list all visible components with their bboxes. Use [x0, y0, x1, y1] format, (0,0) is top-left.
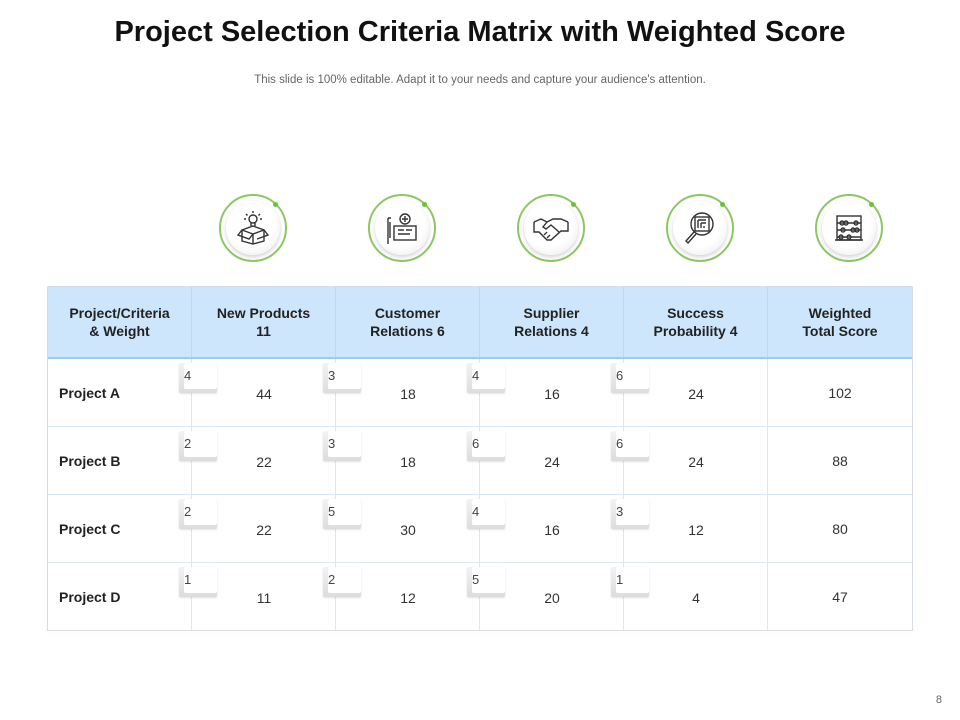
- score-value: 22: [256, 522, 272, 538]
- score-value: 4: [692, 590, 700, 606]
- table-row: Project C 2 22 5 30 4 16 3 12 80: [48, 495, 912, 563]
- score-cell: 5 20: [467, 563, 624, 631]
- table-row: Project B 2 22 3 18 6 24 6 24 88: [48, 427, 912, 495]
- weight-value: 4: [184, 368, 192, 383]
- score-cell: 6 24: [611, 359, 768, 427]
- score-value: 24: [544, 454, 560, 470]
- score-cell: 6 24: [611, 427, 768, 495]
- score-value: 11: [256, 590, 272, 606]
- weight-tab: 4: [467, 499, 505, 529]
- score-cell: 4 16: [467, 495, 624, 563]
- supplier-relations-icon-badge: [517, 194, 585, 262]
- weight-tab: 3: [611, 499, 649, 529]
- score-value: 16: [544, 386, 560, 402]
- abacus-icon: [835, 215, 863, 241]
- table-header-row: Project/Criteria & Weight New Products 1…: [48, 287, 912, 359]
- weight-tab: 2: [179, 431, 217, 461]
- header-project-criteria: Project/Criteria & Weight: [48, 287, 192, 357]
- score-value: 18: [400, 386, 416, 402]
- weight-value: 6: [472, 436, 480, 451]
- weight-value: 6: [616, 368, 624, 383]
- planning-board-icon: [387, 213, 417, 244]
- score-value: 22: [256, 454, 272, 470]
- weight-tab: 2: [323, 567, 361, 597]
- weight-tab: 6: [467, 431, 505, 461]
- weight-value: 3: [328, 368, 336, 383]
- score-cell: 2 22: [179, 495, 336, 563]
- weight-value: 4: [472, 368, 480, 383]
- page-number: 8: [935, 694, 942, 706]
- score-value: 18: [400, 454, 416, 470]
- weight-tab: 5: [323, 499, 361, 529]
- score-cell: 2 12: [323, 563, 480, 631]
- weight-value: 1: [616, 572, 624, 587]
- weight-value: 1: [184, 572, 192, 587]
- score-cell: 4 16: [467, 359, 624, 427]
- weight-value: 6: [616, 436, 624, 451]
- score-cell: 1 4: [611, 563, 768, 631]
- weight-tab: 2: [179, 499, 217, 529]
- weight-value: 2: [184, 504, 192, 519]
- weighted-score-icon-badge: [815, 194, 883, 262]
- weight-tab: 3: [323, 431, 361, 461]
- header-supplier-relations: Supplier Relations 4: [480, 287, 624, 357]
- weight-tab: 4: [467, 363, 505, 393]
- header-weighted-total: Weighted Total Score: [802, 305, 878, 339]
- lightbulb-box-icon: [236, 211, 270, 245]
- score-cell: 4 44: [179, 359, 336, 427]
- score-value: 12: [400, 590, 416, 606]
- weight-value: 5: [472, 572, 480, 587]
- weight-value: 2: [328, 572, 336, 587]
- project-name: Project C: [48, 495, 192, 563]
- maze-magnifier-icon: [685, 212, 714, 245]
- score-cell: 3 12: [611, 495, 768, 563]
- handshake-icon: [533, 218, 569, 241]
- project-name: Project B: [48, 427, 192, 495]
- score-value: 16: [544, 522, 560, 538]
- weight-tab: 4: [179, 363, 217, 393]
- score-value: 20: [544, 590, 560, 606]
- weight-value: 4: [472, 504, 480, 519]
- score-value: 24: [688, 386, 704, 402]
- weight-value: 5: [328, 504, 336, 519]
- total-score: 80: [832, 521, 848, 537]
- header-customer-relations: Customer Relations 6: [336, 287, 480, 357]
- weight-tab: 5: [467, 567, 505, 597]
- weight-value: 3: [328, 436, 336, 451]
- score-cell: 3 18: [323, 359, 480, 427]
- score-value: 30: [400, 522, 416, 538]
- weight-value: 3: [616, 504, 624, 519]
- score-value: 44: [256, 386, 272, 402]
- weight-tab: 3: [323, 363, 361, 393]
- customer-relations-icon-badge: [368, 194, 436, 262]
- weight-value: 2: [184, 436, 192, 451]
- score-cell: 2 22: [179, 427, 336, 495]
- total-score: 88: [832, 453, 848, 469]
- weight-tab: 1: [179, 567, 217, 597]
- project-name: Project D: [48, 563, 192, 631]
- criteria-icon-row: [0, 194, 960, 264]
- table-row: Project D 1 11 2 12 5 20 1 4 47: [48, 563, 912, 631]
- project-name: Project A: [48, 359, 192, 427]
- criteria-matrix-table: Project/Criteria & Weight New Products 1…: [47, 286, 913, 631]
- slide-subtitle: This slide is 100% editable. Adapt it to…: [254, 74, 706, 86]
- total-score: 47: [832, 589, 848, 605]
- total-score: 102: [828, 385, 852, 401]
- score-value: 24: [688, 454, 704, 470]
- header-new-products: New Products 11: [192, 287, 336, 357]
- score-value: 12: [688, 522, 704, 538]
- success-probability-icon-badge: [666, 194, 734, 262]
- new-products-icon-badge: [219, 194, 287, 262]
- weight-tab: 1: [611, 567, 649, 597]
- score-cell: 3 18: [323, 427, 480, 495]
- header-success-probability: Success Probability 4: [624, 287, 768, 357]
- score-cell: 6 24: [467, 427, 624, 495]
- score-cell: 5 30: [323, 495, 480, 563]
- slide-title: Project Selection Criteria Matrix with W…: [114, 16, 846, 48]
- weight-tab: 6: [611, 431, 649, 461]
- weight-tab: 6: [611, 363, 649, 393]
- table-row: Project A 4 44 3 18 4 16 6 24 102: [48, 359, 912, 427]
- score-cell: 1 11: [179, 563, 336, 631]
